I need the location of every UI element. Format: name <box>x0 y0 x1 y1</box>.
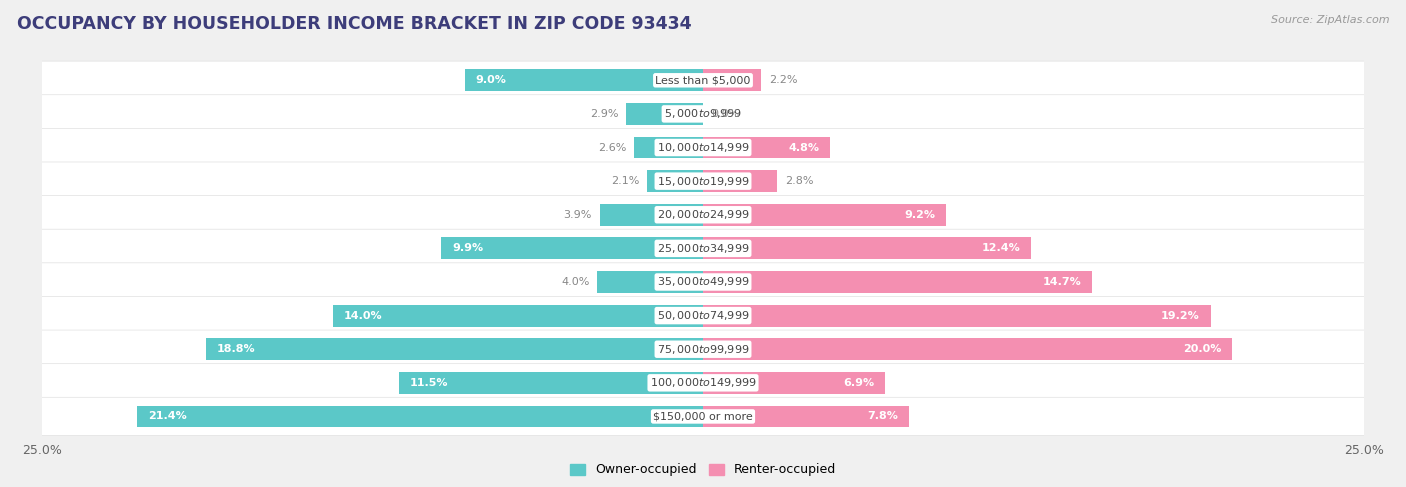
Text: Less than $5,000: Less than $5,000 <box>655 75 751 85</box>
Bar <box>598 271 703 293</box>
Bar <box>626 103 703 125</box>
Bar <box>703 69 761 91</box>
Text: 14.0%: 14.0% <box>343 311 382 320</box>
Text: OCCUPANCY BY HOUSEHOLDER INCOME BRACKET IN ZIP CODE 93434: OCCUPANCY BY HOUSEHOLDER INCOME BRACKET … <box>17 15 692 33</box>
FancyBboxPatch shape <box>25 229 1381 267</box>
Bar <box>465 69 703 91</box>
FancyBboxPatch shape <box>25 330 1381 368</box>
Text: $75,000 to $99,999: $75,000 to $99,999 <box>657 343 749 356</box>
Text: 9.0%: 9.0% <box>475 75 506 85</box>
Text: $20,000 to $24,999: $20,000 to $24,999 <box>657 208 749 221</box>
Text: $150,000 or more: $150,000 or more <box>654 412 752 421</box>
FancyBboxPatch shape <box>25 95 1381 133</box>
Text: 6.9%: 6.9% <box>844 378 875 388</box>
Text: 19.2%: 19.2% <box>1161 311 1199 320</box>
Text: 21.4%: 21.4% <box>148 412 187 421</box>
Bar <box>138 406 703 428</box>
Text: 20.0%: 20.0% <box>1182 344 1220 354</box>
Text: 2.9%: 2.9% <box>591 109 619 119</box>
Bar <box>703 238 1031 259</box>
FancyBboxPatch shape <box>25 364 1381 402</box>
Text: $50,000 to $74,999: $50,000 to $74,999 <box>657 309 749 322</box>
FancyBboxPatch shape <box>25 397 1381 435</box>
FancyBboxPatch shape <box>25 263 1381 301</box>
FancyBboxPatch shape <box>25 129 1381 167</box>
Text: 2.1%: 2.1% <box>612 176 640 186</box>
Bar <box>333 305 703 326</box>
Text: 2.8%: 2.8% <box>785 176 814 186</box>
Text: 9.2%: 9.2% <box>904 210 935 220</box>
Bar <box>703 372 886 394</box>
Text: 7.8%: 7.8% <box>868 412 898 421</box>
Text: 2.2%: 2.2% <box>769 75 797 85</box>
Text: $100,000 to $149,999: $100,000 to $149,999 <box>650 376 756 389</box>
Bar <box>441 238 703 259</box>
FancyBboxPatch shape <box>25 297 1381 335</box>
Text: 18.8%: 18.8% <box>217 344 256 354</box>
Text: $25,000 to $34,999: $25,000 to $34,999 <box>657 242 749 255</box>
Legend: Owner-occupied, Renter-occupied: Owner-occupied, Renter-occupied <box>565 458 841 482</box>
Bar <box>703 136 830 158</box>
Bar <box>703 271 1091 293</box>
Bar <box>648 170 703 192</box>
Bar <box>703 204 946 225</box>
FancyBboxPatch shape <box>25 61 1381 99</box>
Text: Source: ZipAtlas.com: Source: ZipAtlas.com <box>1271 15 1389 25</box>
Bar <box>207 338 703 360</box>
Bar <box>703 170 778 192</box>
Bar <box>703 338 1232 360</box>
Bar <box>703 305 1211 326</box>
Text: $10,000 to $14,999: $10,000 to $14,999 <box>657 141 749 154</box>
Text: 12.4%: 12.4% <box>981 244 1021 253</box>
Text: 11.5%: 11.5% <box>409 378 449 388</box>
Text: $5,000 to $9,999: $5,000 to $9,999 <box>664 108 742 120</box>
Text: 14.7%: 14.7% <box>1042 277 1081 287</box>
Text: 4.0%: 4.0% <box>561 277 589 287</box>
FancyBboxPatch shape <box>25 162 1381 200</box>
Text: 0.0%: 0.0% <box>711 109 740 119</box>
Bar <box>600 204 703 225</box>
Text: 4.8%: 4.8% <box>789 143 820 152</box>
Bar <box>634 136 703 158</box>
Text: 9.9%: 9.9% <box>451 244 484 253</box>
Text: $15,000 to $19,999: $15,000 to $19,999 <box>657 175 749 187</box>
Bar <box>703 406 910 428</box>
Text: $35,000 to $49,999: $35,000 to $49,999 <box>657 276 749 288</box>
FancyBboxPatch shape <box>25 196 1381 234</box>
Text: 3.9%: 3.9% <box>564 210 592 220</box>
Bar <box>399 372 703 394</box>
Text: 2.6%: 2.6% <box>598 143 626 152</box>
